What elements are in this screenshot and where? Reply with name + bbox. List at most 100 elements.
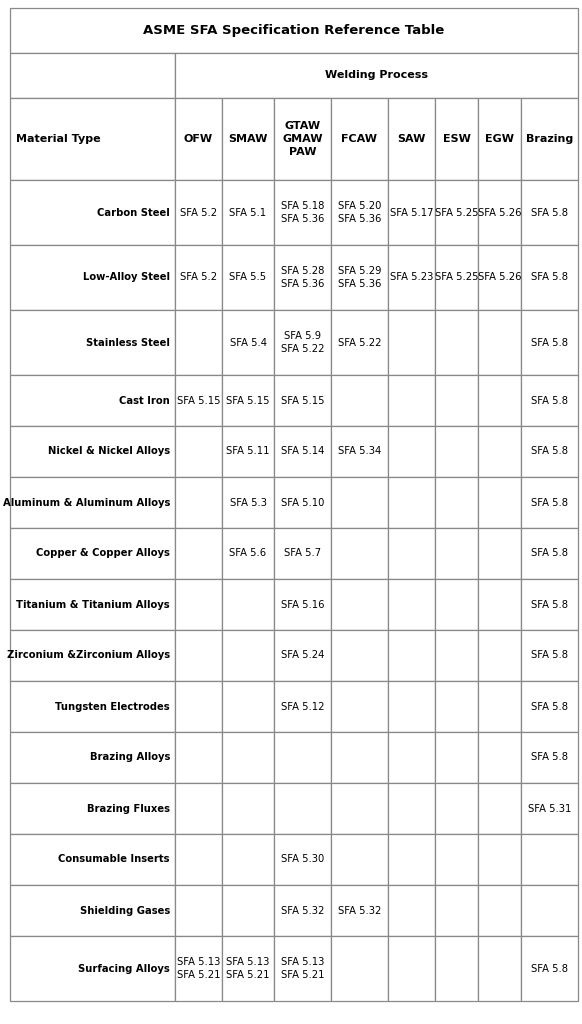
Bar (388, 310, 435, 375)
Bar (331, 180, 388, 245)
Bar (331, 245, 388, 310)
Bar (175, 426, 222, 477)
Bar (10, 732, 175, 783)
Text: SFA 5.14: SFA 5.14 (281, 446, 324, 457)
Bar (10, 936, 175, 1001)
Bar (521, 732, 578, 783)
Bar (435, 528, 478, 579)
Bar (222, 528, 274, 579)
Bar (175, 732, 222, 783)
Text: SFA 5.34: SFA 5.34 (338, 446, 381, 457)
Bar (521, 630, 578, 681)
Bar (10, 375, 175, 426)
Bar (175, 310, 222, 375)
Text: SFA 5.24: SFA 5.24 (281, 650, 324, 660)
Text: SFA 5.15: SFA 5.15 (177, 395, 220, 406)
Text: SFA 5.13
SFA 5.21: SFA 5.13 SFA 5.21 (226, 956, 269, 980)
Text: SFA 5.8: SFA 5.8 (531, 650, 568, 660)
Bar (478, 579, 521, 630)
Text: SFA 5.8: SFA 5.8 (531, 701, 568, 712)
Bar (274, 681, 331, 732)
Bar (175, 528, 222, 579)
Bar (388, 98, 435, 180)
Bar (331, 783, 388, 834)
Bar (175, 834, 222, 885)
Text: SFA 5.13
SFA 5.21: SFA 5.13 SFA 5.21 (281, 956, 324, 980)
Bar (478, 98, 521, 180)
Text: Zirconium &Zirconium Alloys: Zirconium &Zirconium Alloys (7, 650, 170, 660)
Text: SFA 5.15: SFA 5.15 (281, 395, 324, 406)
Bar (435, 834, 478, 885)
Text: SFA 5.26: SFA 5.26 (478, 208, 521, 217)
Bar (274, 783, 331, 834)
Bar (388, 630, 435, 681)
Bar (478, 783, 521, 834)
Text: SFA 5.26: SFA 5.26 (478, 272, 521, 283)
Bar (175, 936, 222, 1001)
Bar (521, 98, 578, 180)
Bar (331, 98, 388, 180)
Text: SFA 5.8: SFA 5.8 (531, 753, 568, 763)
Bar (175, 630, 222, 681)
Bar (222, 732, 274, 783)
Text: SFA 5.4: SFA 5.4 (229, 338, 267, 347)
Bar (175, 98, 222, 180)
Bar (175, 885, 222, 936)
Text: SFA 5.2: SFA 5.2 (180, 208, 217, 217)
Bar (435, 477, 478, 528)
Text: SFA 5.8: SFA 5.8 (531, 964, 568, 974)
Bar (222, 936, 274, 1001)
Bar (388, 936, 435, 1001)
Bar (478, 834, 521, 885)
Bar (331, 885, 388, 936)
Text: SFA 5.12: SFA 5.12 (281, 701, 324, 712)
Bar (10, 783, 175, 834)
Text: SFA 5.31: SFA 5.31 (528, 804, 571, 813)
Bar (222, 834, 274, 885)
Bar (10, 426, 175, 477)
Bar (10, 310, 175, 375)
Bar (478, 681, 521, 732)
Text: SFA 5.8: SFA 5.8 (531, 446, 568, 457)
Text: SFA 5.20
SFA 5.36: SFA 5.20 SFA 5.36 (338, 201, 381, 224)
Text: GTAW
GMAW
PAW: GTAW GMAW PAW (282, 121, 323, 158)
Text: Copper & Copper Alloys: Copper & Copper Alloys (36, 549, 170, 558)
Text: Shielding Gases: Shielding Gases (80, 905, 170, 915)
Text: SFA 5.25: SFA 5.25 (435, 272, 478, 283)
Bar (478, 885, 521, 936)
Bar (331, 477, 388, 528)
Bar (274, 834, 331, 885)
Bar (435, 375, 478, 426)
Text: SFA 5.28
SFA 5.36: SFA 5.28 SFA 5.36 (281, 266, 324, 289)
Bar (274, 936, 331, 1001)
Bar (10, 53, 175, 98)
Bar (435, 630, 478, 681)
Bar (435, 426, 478, 477)
Text: Stainless Steel: Stainless Steel (86, 338, 170, 347)
Bar (175, 579, 222, 630)
Bar (521, 936, 578, 1001)
Text: SFA 5.8: SFA 5.8 (531, 338, 568, 347)
Text: SFA 5.5: SFA 5.5 (229, 272, 267, 283)
Bar (222, 885, 274, 936)
Bar (521, 783, 578, 834)
Text: SFA 5.22: SFA 5.22 (338, 338, 381, 347)
Bar (331, 579, 388, 630)
Bar (521, 885, 578, 936)
Bar (478, 477, 521, 528)
Text: EGW: EGW (485, 134, 514, 144)
Bar (521, 375, 578, 426)
Bar (435, 783, 478, 834)
Text: SFA 5.8: SFA 5.8 (531, 208, 568, 217)
Text: SFA 5.23: SFA 5.23 (390, 272, 433, 283)
Bar (274, 528, 331, 579)
Bar (435, 936, 478, 1001)
Bar (222, 477, 274, 528)
Bar (274, 732, 331, 783)
Bar (274, 885, 331, 936)
Bar (222, 630, 274, 681)
Text: Tungsten Electrodes: Tungsten Electrodes (55, 701, 170, 712)
Text: Brazing: Brazing (526, 134, 573, 144)
Text: Consumable Inserts: Consumable Inserts (59, 854, 170, 864)
Text: SFA 5.2: SFA 5.2 (180, 272, 217, 283)
